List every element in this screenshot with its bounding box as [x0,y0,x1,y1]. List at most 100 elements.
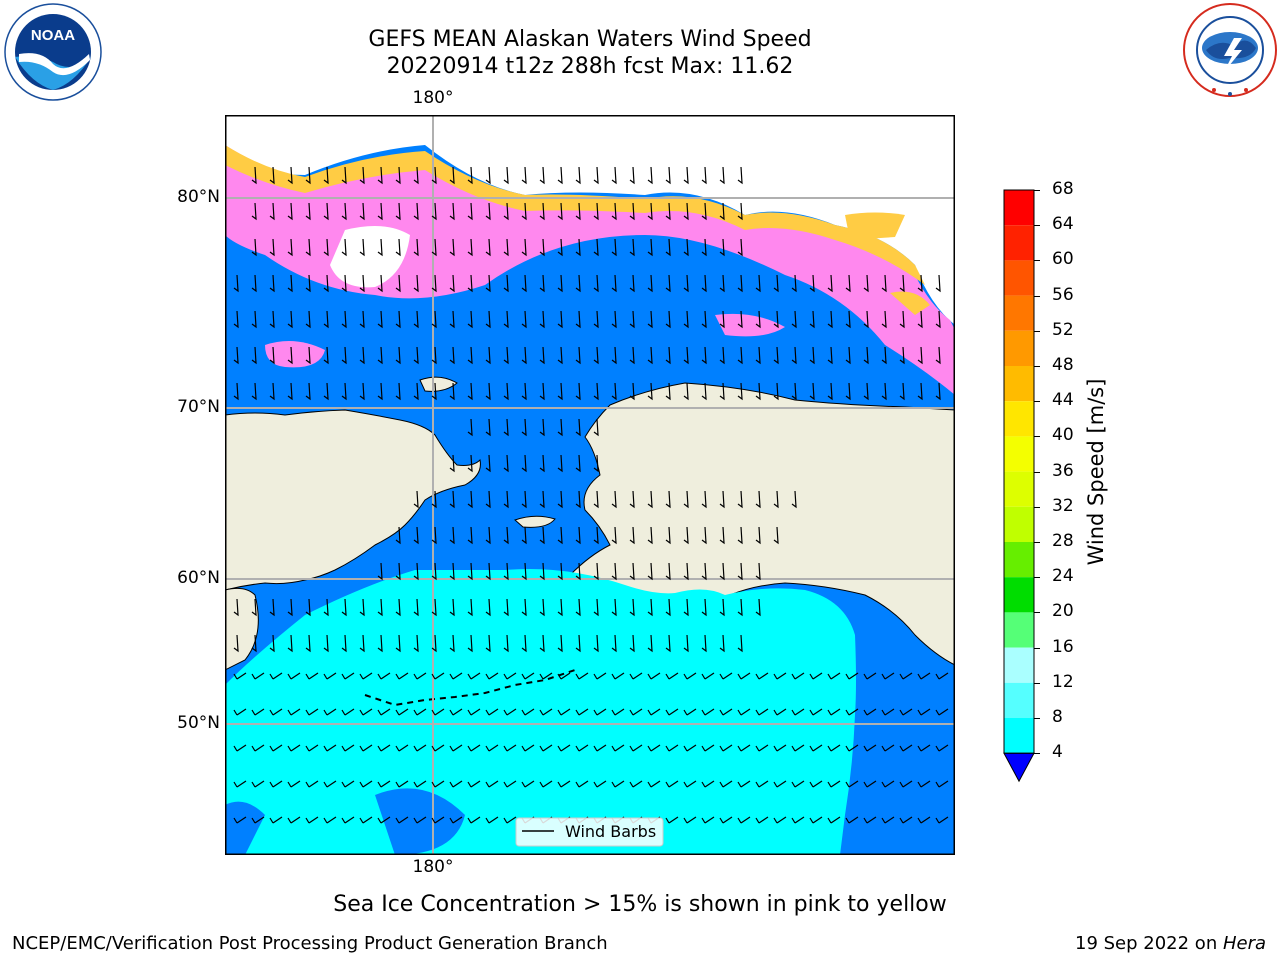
lat-label-80n: 80°N [177,187,220,207]
wind-barb [521,780,535,788]
wind-barb [593,526,599,545]
wind-barb [845,310,851,329]
wind-barb [701,202,707,221]
wind-barb [305,202,311,221]
wind-barb [719,346,725,365]
lat-label-60n: 60°N [177,568,220,588]
wind-barb [881,672,895,680]
colorbar-tick-mark [1034,718,1040,719]
land-kamchatka [225,587,259,671]
wind-barb [845,780,859,788]
wind-barb [395,744,409,752]
wind-barb [413,490,419,509]
wind-barb [611,672,625,680]
wind-barb [917,816,931,824]
wind-barb [899,310,905,329]
wind-barb [449,562,455,581]
wind-barb [737,816,751,824]
wind-barb [647,526,653,545]
wind-barb [683,346,689,365]
wind-barb [917,744,931,752]
wind-barb [431,526,437,545]
colorbar-tick-mark [1034,436,1040,438]
wind-barb [719,526,725,545]
colorbar-tick-mark [1034,366,1040,367]
wind-barb [935,744,949,752]
wind-barb [431,780,445,788]
wind-barb [305,274,311,293]
wind-barb [539,562,545,581]
wind-barb [287,708,301,716]
wind-barb [251,598,257,617]
wind-barb [593,598,599,617]
wind-barb [323,598,329,617]
wind-barb [647,310,653,329]
wind-barb [647,562,653,581]
wind-barb [413,346,419,365]
wind-barb [827,744,841,752]
wind-barb [557,274,563,293]
wind-barb [593,490,599,509]
wind-barb [503,780,517,788]
wind-barb [359,598,365,617]
wind-barb [611,238,617,257]
wind-barb [881,382,887,401]
lat-label-50n: 50°N [177,713,220,733]
wind-barb [431,202,437,221]
wind-barb [287,744,301,752]
wind-barb [377,202,383,221]
wind-barb [575,238,581,257]
wind-barb [719,672,733,680]
wind-barb [593,346,599,365]
wind-barb [755,816,769,824]
wind-barb [233,598,239,617]
wind-barb [269,166,275,185]
wind-barb [359,780,373,788]
colorbar-segment [1004,471,1034,507]
wind-barb [521,382,527,401]
wind-barb [665,202,671,221]
ocean-wind-4-8-patch-2 [225,801,265,855]
noaa-logo-text: NOAA [31,27,75,44]
noaa-logo: NOAA [4,3,102,101]
wind-barb [629,562,635,581]
colorbar-segment [1004,577,1034,613]
wind-barb [827,780,841,788]
footer-credit: NCEP/EMC/Verification Post Processing Pr… [12,933,608,954]
wind-barb [539,526,545,545]
colorbar-tick-label: 56 [1052,284,1074,305]
wind-barb [593,274,599,293]
wind-barb [377,816,391,824]
wind-barb [485,744,499,752]
wind-barb [539,744,553,752]
wind-barb [629,598,635,617]
wind-barb [269,744,283,752]
wind-barb [827,346,833,365]
wind-barb [719,274,725,293]
wind-barb [557,672,571,680]
wind-barb [809,672,823,680]
wind-barb [611,708,625,716]
colorbar-segment [1004,647,1034,683]
wind-barb [305,780,319,788]
colorbar-segment [1004,190,1034,226]
wind-barb [251,238,257,257]
wind-barb [665,672,679,680]
wind-barb [521,274,527,293]
wind-barb [485,816,499,824]
wind-barb [377,672,391,680]
wind-barb [503,202,509,221]
colorbar-tick-label: 48 [1052,355,1074,375]
wind-barb [773,526,779,545]
wind-barb [467,346,473,365]
wind-barb [737,598,743,617]
wind-barb [377,310,383,329]
wind-barb [737,672,751,680]
wind-barb [251,202,257,221]
wind-barb [449,672,463,680]
wind-barb [575,744,589,752]
wind-barb [593,310,599,329]
wind-barb [413,634,419,653]
wind-barb [305,708,319,716]
colorbar-tick-mark [1034,225,1040,227]
